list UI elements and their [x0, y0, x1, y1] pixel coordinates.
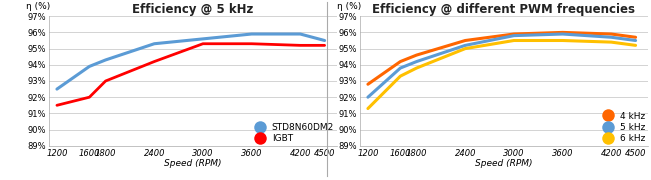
IGBT	[53, 104, 61, 106]
6 kHz	[364, 107, 372, 110]
STD8N60DM2	[296, 33, 304, 35]
Legend: STD8N60DM2, IGBT: STD8N60DM2, IGBT	[250, 122, 335, 144]
IGBT	[199, 43, 207, 45]
5 kHz	[364, 96, 372, 98]
IGBT	[321, 44, 329, 46]
4 kHz	[559, 31, 566, 33]
IGBT	[247, 43, 255, 45]
5 kHz	[559, 33, 566, 35]
Title: Efficiency @ different PWM frequencies: Efficiency @ different PWM frequencies	[372, 3, 635, 16]
4 kHz	[413, 54, 421, 56]
Legend: 4 kHz, 5 kHz, 6 kHz: 4 kHz, 5 kHz, 6 kHz	[598, 111, 646, 144]
Line: STD8N60DM2: STD8N60DM2	[57, 34, 325, 89]
Text: η (%): η (%)	[337, 2, 361, 11]
X-axis label: Speed (RPM): Speed (RPM)	[475, 159, 533, 168]
X-axis label: Speed (RPM): Speed (RPM)	[164, 159, 221, 168]
STD8N60DM2	[102, 59, 109, 61]
5 kHz	[607, 36, 615, 38]
STD8N60DM2	[247, 33, 255, 35]
IGBT	[102, 80, 109, 82]
IGBT	[150, 60, 158, 63]
4 kHz	[631, 36, 639, 38]
6 kHz	[462, 48, 469, 50]
Line: 5 kHz: 5 kHz	[368, 34, 635, 97]
5 kHz	[396, 67, 404, 69]
5 kHz	[413, 60, 421, 63]
Line: IGBT: IGBT	[57, 44, 325, 105]
STD8N60DM2	[53, 88, 61, 90]
4 kHz	[510, 33, 518, 35]
Text: η (%): η (%)	[26, 2, 50, 11]
6 kHz	[413, 67, 421, 69]
6 kHz	[510, 39, 518, 42]
STD8N60DM2	[199, 38, 207, 40]
4 kHz	[364, 83, 372, 85]
5 kHz	[462, 44, 469, 46]
IGBT	[296, 44, 304, 46]
5 kHz	[631, 39, 639, 42]
Line: 6 kHz: 6 kHz	[368, 40, 635, 109]
6 kHz	[559, 39, 566, 42]
STD8N60DM2	[321, 39, 329, 42]
4 kHz	[462, 39, 469, 42]
STD8N60DM2	[85, 65, 93, 68]
6 kHz	[396, 75, 404, 77]
4 kHz	[607, 33, 615, 35]
IGBT	[85, 96, 93, 98]
6 kHz	[607, 41, 615, 43]
6 kHz	[631, 44, 639, 46]
STD8N60DM2	[150, 43, 158, 45]
4 kHz	[396, 60, 404, 63]
Line: 4 kHz: 4 kHz	[368, 32, 635, 84]
5 kHz	[510, 35, 518, 37]
Title: Efficiency @ 5 kHz: Efficiency @ 5 kHz	[132, 3, 253, 16]
